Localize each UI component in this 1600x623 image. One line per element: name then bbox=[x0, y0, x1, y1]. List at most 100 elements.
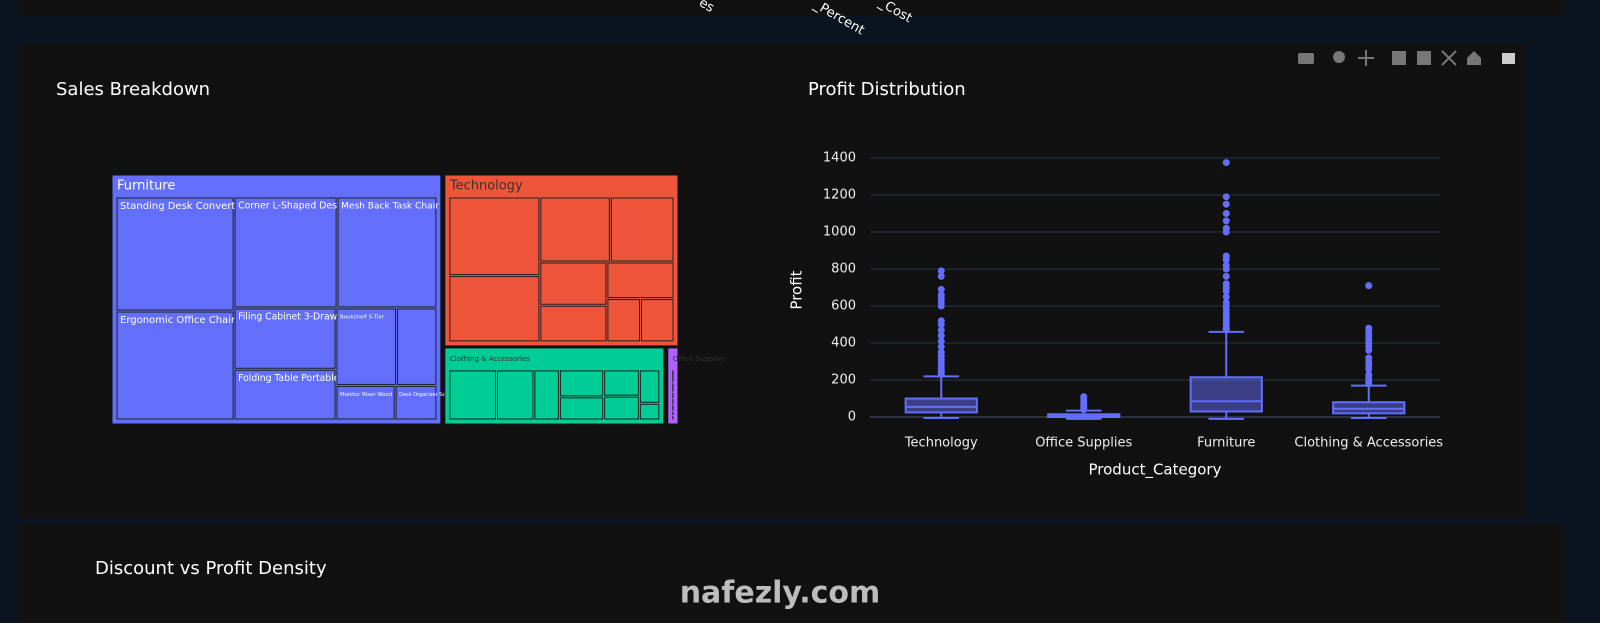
outlier bbox=[1365, 370, 1373, 378]
modebar bbox=[1298, 50, 1515, 66]
zoom-icon[interactable] bbox=[1333, 51, 1345, 63]
outlier bbox=[1080, 393, 1088, 401]
camera-icon[interactable] bbox=[1298, 53, 1314, 64]
treemap-tile bbox=[234, 308, 336, 369]
y-tick-label: 200 bbox=[831, 373, 856, 388]
treemap-tile bbox=[449, 276, 540, 342]
outlier bbox=[937, 291, 945, 299]
outlier bbox=[937, 285, 945, 293]
outlier bbox=[1365, 354, 1373, 362]
outlier bbox=[1222, 159, 1230, 167]
treemap-tile bbox=[116, 197, 234, 311]
autoscale-icon[interactable] bbox=[1441, 50, 1457, 66]
treemap-group-label: Furniture bbox=[117, 179, 175, 194]
x-tick-label: Office Supplies bbox=[1035, 436, 1132, 451]
treemap-tile bbox=[607, 299, 640, 342]
pan-icon[interactable] bbox=[1358, 50, 1374, 66]
x-tick-label: Technology bbox=[904, 436, 978, 451]
treemap-tile-label: Folding Table Portable bbox=[238, 373, 340, 384]
plotly-logo[interactable] bbox=[1502, 53, 1515, 64]
treemap-tile bbox=[640, 299, 674, 342]
outlier bbox=[1222, 272, 1230, 280]
treemap-tile bbox=[610, 197, 674, 262]
y-tick-label: 1400 bbox=[823, 150, 856, 165]
treemap-group-label: Technology bbox=[449, 179, 523, 194]
treemap-tile-label: Standing Desk Converter bbox=[120, 201, 246, 212]
treemap-tile bbox=[336, 308, 397, 385]
outlier bbox=[1365, 324, 1373, 332]
y-tick-label: 1000 bbox=[823, 224, 856, 239]
bottom-panel bbox=[18, 524, 1566, 623]
treemap-tile-label: Corner L-Shaped Desk bbox=[238, 201, 343, 212]
treemap-tile bbox=[639, 370, 660, 403]
outlier bbox=[1222, 252, 1230, 260]
box bbox=[904, 397, 978, 414]
x-axis-label: Product_Category bbox=[1089, 461, 1222, 480]
treemap-tile bbox=[395, 385, 437, 420]
outlier bbox=[937, 272, 945, 280]
treemap-tile bbox=[540, 197, 610, 262]
treemap-tile bbox=[559, 370, 604, 397]
treemap-tile bbox=[449, 370, 496, 420]
watermark: nafezly.com bbox=[680, 576, 881, 611]
outlier bbox=[1222, 298, 1230, 306]
outlier bbox=[1365, 282, 1373, 290]
x-tick-label: Furniture bbox=[1197, 436, 1255, 451]
y-tick-label: 800 bbox=[831, 261, 856, 276]
y-axis-label: Profit bbox=[788, 270, 806, 309]
outlier bbox=[1222, 293, 1230, 301]
chart-title: Discount vs Profit Density bbox=[95, 558, 327, 579]
outlier bbox=[1222, 224, 1230, 232]
outlier bbox=[937, 317, 945, 325]
treemap-group-label: Office Supplies bbox=[673, 355, 726, 363]
treemap-tile bbox=[337, 197, 437, 308]
outlier bbox=[937, 332, 945, 340]
y-tick-label: 0 bbox=[848, 410, 856, 425]
treemap-tile bbox=[540, 305, 607, 342]
outlier bbox=[937, 326, 945, 334]
top-panel bbox=[18, 0, 1566, 16]
treemap-tile-label: Monitor Riser Wood bbox=[340, 392, 392, 398]
outlier bbox=[1222, 209, 1230, 217]
y-tick-label: 400 bbox=[831, 336, 856, 351]
outlier bbox=[937, 348, 945, 356]
outlier bbox=[1222, 193, 1230, 201]
outlier bbox=[1222, 217, 1230, 225]
reset-icon[interactable] bbox=[1467, 51, 1481, 65]
y-tick-label: 600 bbox=[831, 299, 856, 314]
treemap-tile bbox=[534, 370, 559, 420]
treemap-tile bbox=[336, 385, 395, 420]
treemap-tile bbox=[604, 370, 639, 396]
treemap-tile-label: Desk Organizer Set bbox=[399, 392, 447, 398]
treemap-tile bbox=[607, 262, 674, 299]
treemap-tile bbox=[559, 397, 604, 420]
chart-title: Sales Breakdown bbox=[56, 79, 210, 100]
treemap-tile bbox=[234, 369, 336, 420]
treemap-tile bbox=[604, 396, 639, 420]
outlier bbox=[1222, 200, 1230, 208]
treemap-tile bbox=[496, 370, 534, 420]
outlier bbox=[937, 267, 945, 275]
zoom-in-icon[interactable] bbox=[1392, 51, 1406, 65]
treemap-tile-label: Ergonomic Office Chair bbox=[120, 315, 236, 326]
treemap-tile bbox=[397, 308, 437, 385]
treemap-tile-label: Bookshelf 5-Tier bbox=[340, 314, 385, 320]
outlier bbox=[1222, 261, 1230, 269]
treemap-group-label: Clothing & Accessories bbox=[450, 355, 530, 363]
outlier bbox=[937, 343, 945, 351]
treemap-tile bbox=[234, 197, 337, 308]
treemap-tile bbox=[116, 311, 234, 420]
x-tick-label: Clothing & Accessories bbox=[1294, 436, 1443, 451]
treemap-tile bbox=[639, 403, 660, 420]
outlier bbox=[1222, 280, 1230, 288]
zoom-out-icon[interactable] bbox=[1417, 51, 1431, 65]
treemap-tile-label: Mesh Back Task Chair bbox=[341, 202, 439, 212]
treemap-tile bbox=[449, 197, 540, 276]
box bbox=[1189, 376, 1263, 413]
chart-title: Profit Distribution bbox=[808, 79, 966, 100]
outlier bbox=[937, 337, 945, 345]
y-tick-label: 1200 bbox=[823, 187, 856, 202]
treemap-tile-label: Filing Cabinet 3-Drawer bbox=[238, 311, 347, 322]
